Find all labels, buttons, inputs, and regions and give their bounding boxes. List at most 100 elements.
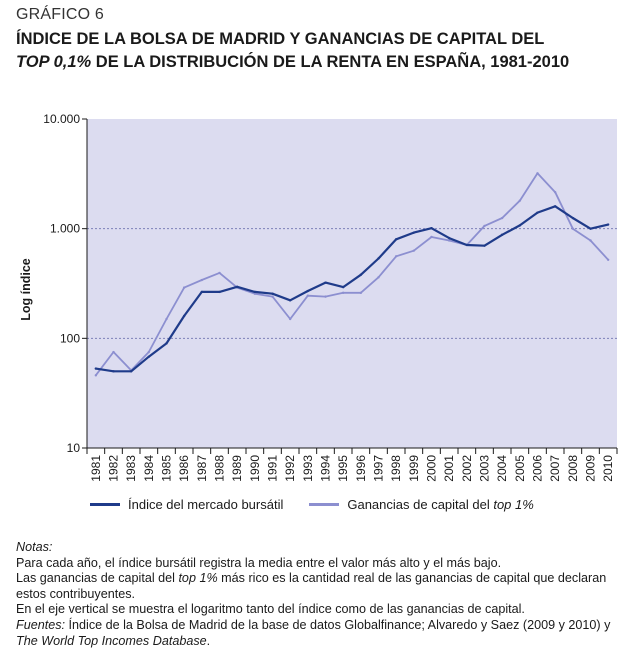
data-point-stock-index xyxy=(235,285,239,289)
chart-title-line1: ÍNDICE DE LA BOLSA DE MADRID Y GANANCIAS… xyxy=(16,30,545,48)
data-point-capital-gains xyxy=(359,291,363,295)
data-point-capital-gains xyxy=(271,295,274,298)
y-tick-label: 100 xyxy=(60,331,80,345)
data-point-stock-index xyxy=(500,233,504,236)
y-tick-label: 1.000 xyxy=(50,222,80,236)
legend-label-capital-gains-prefix: Ganancias de capital del xyxy=(347,497,494,512)
data-point-capital-gains xyxy=(412,249,416,252)
legend-label-capital-gains-italic: top 1% xyxy=(493,497,534,512)
notes-line1: Para cada año, el índice bursátil regist… xyxy=(16,555,502,570)
x-tick-label: 2006 xyxy=(531,455,545,482)
data-point-stock-index xyxy=(412,231,416,234)
data-point-stock-index xyxy=(606,223,610,226)
data-point-capital-gains xyxy=(94,374,98,377)
x-tick-label: 2004 xyxy=(495,455,509,482)
chart-notes: Notas: Para cada año, el índice bursátil… xyxy=(16,540,622,649)
data-point-stock-index xyxy=(288,299,292,302)
notes-sources-end: . xyxy=(206,633,211,648)
notes-line2-rest: más rico es la cantidad real de las gana… xyxy=(16,571,607,601)
data-point-capital-gains xyxy=(341,291,345,295)
x-tick-label: 1985 xyxy=(160,455,174,482)
data-point-capital-gains xyxy=(324,295,327,298)
x-tick-label: 1995 xyxy=(336,455,350,482)
chart-title: ÍNDICE DE LA BOLSA DE MADRID Y GANANCIAS… xyxy=(16,28,626,74)
data-point-capital-gains xyxy=(430,235,433,239)
legend: Índice del mercado bursátil Ganancias de… xyxy=(90,497,560,512)
data-point-stock-index xyxy=(571,216,575,220)
legend-swatch-stock-index xyxy=(90,503,120,506)
notes-heading: Notas: xyxy=(16,540,622,556)
data-point-stock-index xyxy=(165,342,168,345)
x-tick-label: 1996 xyxy=(354,455,368,482)
data-point-stock-index xyxy=(447,236,451,240)
series-layer xyxy=(94,172,610,377)
data-point-capital-gains xyxy=(218,271,221,275)
data-point-capital-gains xyxy=(394,255,398,258)
x-tick-label: 2000 xyxy=(425,455,439,482)
data-point-stock-index xyxy=(112,370,115,373)
notes-line2-prefix: Las ganancias de capital del xyxy=(16,571,179,586)
x-tick-label: 2003 xyxy=(478,455,492,482)
x-tick-label: 2010 xyxy=(601,455,615,482)
legend-label-stock-index: Índice del mercado bursátil xyxy=(128,497,284,512)
data-point-capital-gains xyxy=(253,292,257,295)
x-tick-label: 1983 xyxy=(124,455,138,482)
notes-heading-text: Notas: xyxy=(16,540,53,554)
data-point-stock-index xyxy=(253,290,257,294)
x-tick-label: 1982 xyxy=(107,455,121,482)
data-point-stock-index xyxy=(553,205,557,208)
notes-line2: Las ganancias de capital del top 1% más … xyxy=(16,571,622,602)
notes-sources-text: Índice de la Bolsa de Madrid de la base … xyxy=(65,617,611,632)
data-point-capital-gains xyxy=(200,278,204,282)
y-axis-ticks: 10 100 1.000 10.000 xyxy=(43,112,87,455)
data-point-stock-index xyxy=(430,226,433,230)
data-point-stock-index xyxy=(129,370,133,373)
x-tick-label: 1999 xyxy=(407,455,421,482)
legend-swatch-capital-gains xyxy=(309,503,340,506)
data-point-capital-gains xyxy=(182,286,186,289)
x-tick-label: 1981 xyxy=(89,455,103,482)
data-point-capital-gains xyxy=(147,350,151,354)
notes-sources: Fuentes: Índice de la Bolsa de Madrid de… xyxy=(16,618,622,649)
data-point-stock-index xyxy=(536,211,539,214)
data-point-stock-index xyxy=(94,367,98,370)
figure-label: GRÁFICO 6 xyxy=(16,6,105,23)
data-point-stock-index xyxy=(589,227,592,230)
data-point-capital-gains xyxy=(112,350,115,354)
data-point-capital-gains xyxy=(306,294,310,297)
legend-item-capital-gains: Ganancias de capital del top 1% xyxy=(309,497,534,512)
chart-title-rest: DE LA DISTRIBUCIÓN DE LA RENTA EN ESPAÑA… xyxy=(91,53,570,71)
x-tick-label: 1989 xyxy=(230,455,244,482)
series-line-stock-index xyxy=(95,205,609,373)
data-point-stock-index xyxy=(324,281,327,284)
y-tick-label: 10.000 xyxy=(43,112,80,126)
data-point-capital-gains xyxy=(518,199,522,202)
x-tick-label: 1990 xyxy=(248,455,262,482)
data-point-capital-gains xyxy=(589,239,592,242)
data-point-capital-gains xyxy=(165,317,168,321)
legend-item-stock-index: Índice del mercado bursátil xyxy=(90,497,283,512)
x-axis-ticks: 1981 1982 1983 1984 1985 1986 1987 1988 1989 1990… xyxy=(86,448,618,482)
data-point-capital-gains xyxy=(536,172,539,175)
data-point-stock-index xyxy=(271,292,274,295)
x-tick-label: 1984 xyxy=(142,455,156,482)
data-point-stock-index xyxy=(341,285,345,289)
data-point-stock-index xyxy=(359,273,363,276)
data-point-stock-index xyxy=(200,290,204,294)
series-line-capital-gains xyxy=(95,172,609,376)
x-tick-label: 2009 xyxy=(584,455,598,482)
data-point-capital-gains xyxy=(553,191,557,194)
data-point-stock-index xyxy=(306,289,310,293)
data-point-stock-index xyxy=(377,257,380,260)
chart-title-line2: TOP 0,1% DE LA DISTRIBUCIÓN DE LA RENTA … xyxy=(16,51,626,74)
y-axis-label: Log índice xyxy=(19,258,33,321)
data-point-stock-index xyxy=(483,244,486,247)
x-tick-label: 1991 xyxy=(266,455,280,482)
data-point-capital-gains xyxy=(606,258,610,262)
data-point-stock-index xyxy=(147,355,151,358)
x-tick-label: 1986 xyxy=(177,455,191,482)
data-point-capital-gains xyxy=(571,227,575,230)
notes-line3: En el eje vertical se muestra el logarit… xyxy=(16,602,525,617)
chart-title-italic: TOP 0,1% xyxy=(16,53,92,71)
x-tick-label: 1998 xyxy=(389,455,403,482)
